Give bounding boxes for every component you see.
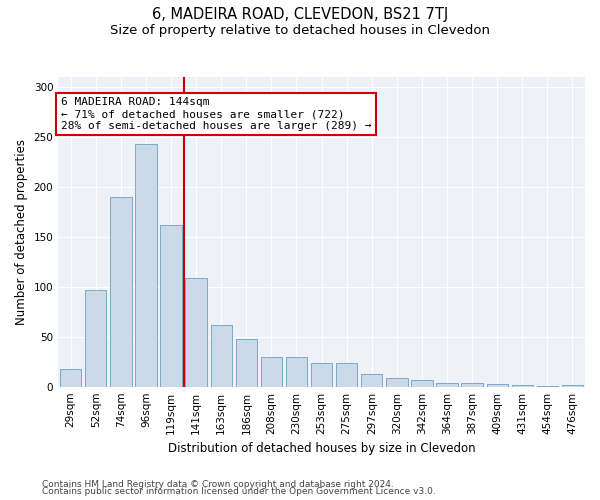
Bar — [60, 368, 82, 386]
Text: 6 MADEIRA ROAD: 144sqm
← 71% of detached houses are smaller (722)
28% of semi-de: 6 MADEIRA ROAD: 144sqm ← 71% of detached… — [61, 98, 371, 130]
Bar — [361, 374, 382, 386]
Bar — [185, 278, 207, 386]
Bar — [487, 384, 508, 386]
Bar — [110, 197, 131, 386]
Bar — [85, 290, 106, 386]
Bar — [461, 382, 483, 386]
Bar — [311, 362, 332, 386]
Text: Size of property relative to detached houses in Clevedon: Size of property relative to detached ho… — [110, 24, 490, 37]
Text: Contains public sector information licensed under the Open Government Licence v3: Contains public sector information licen… — [42, 487, 436, 496]
Bar — [411, 380, 433, 386]
Bar — [160, 225, 182, 386]
Bar — [211, 325, 232, 386]
Bar — [286, 357, 307, 386]
Bar — [261, 357, 282, 386]
X-axis label: Distribution of detached houses by size in Clevedon: Distribution of detached houses by size … — [168, 442, 475, 455]
Bar — [562, 384, 583, 386]
Text: Contains HM Land Registry data © Crown copyright and database right 2024.: Contains HM Land Registry data © Crown c… — [42, 480, 394, 489]
Bar — [512, 384, 533, 386]
Bar — [136, 144, 157, 386]
Bar — [336, 362, 358, 386]
Y-axis label: Number of detached properties: Number of detached properties — [15, 139, 28, 325]
Bar — [386, 378, 407, 386]
Text: 6, MADEIRA ROAD, CLEVEDON, BS21 7TJ: 6, MADEIRA ROAD, CLEVEDON, BS21 7TJ — [152, 8, 448, 22]
Bar — [436, 382, 458, 386]
Bar — [236, 339, 257, 386]
